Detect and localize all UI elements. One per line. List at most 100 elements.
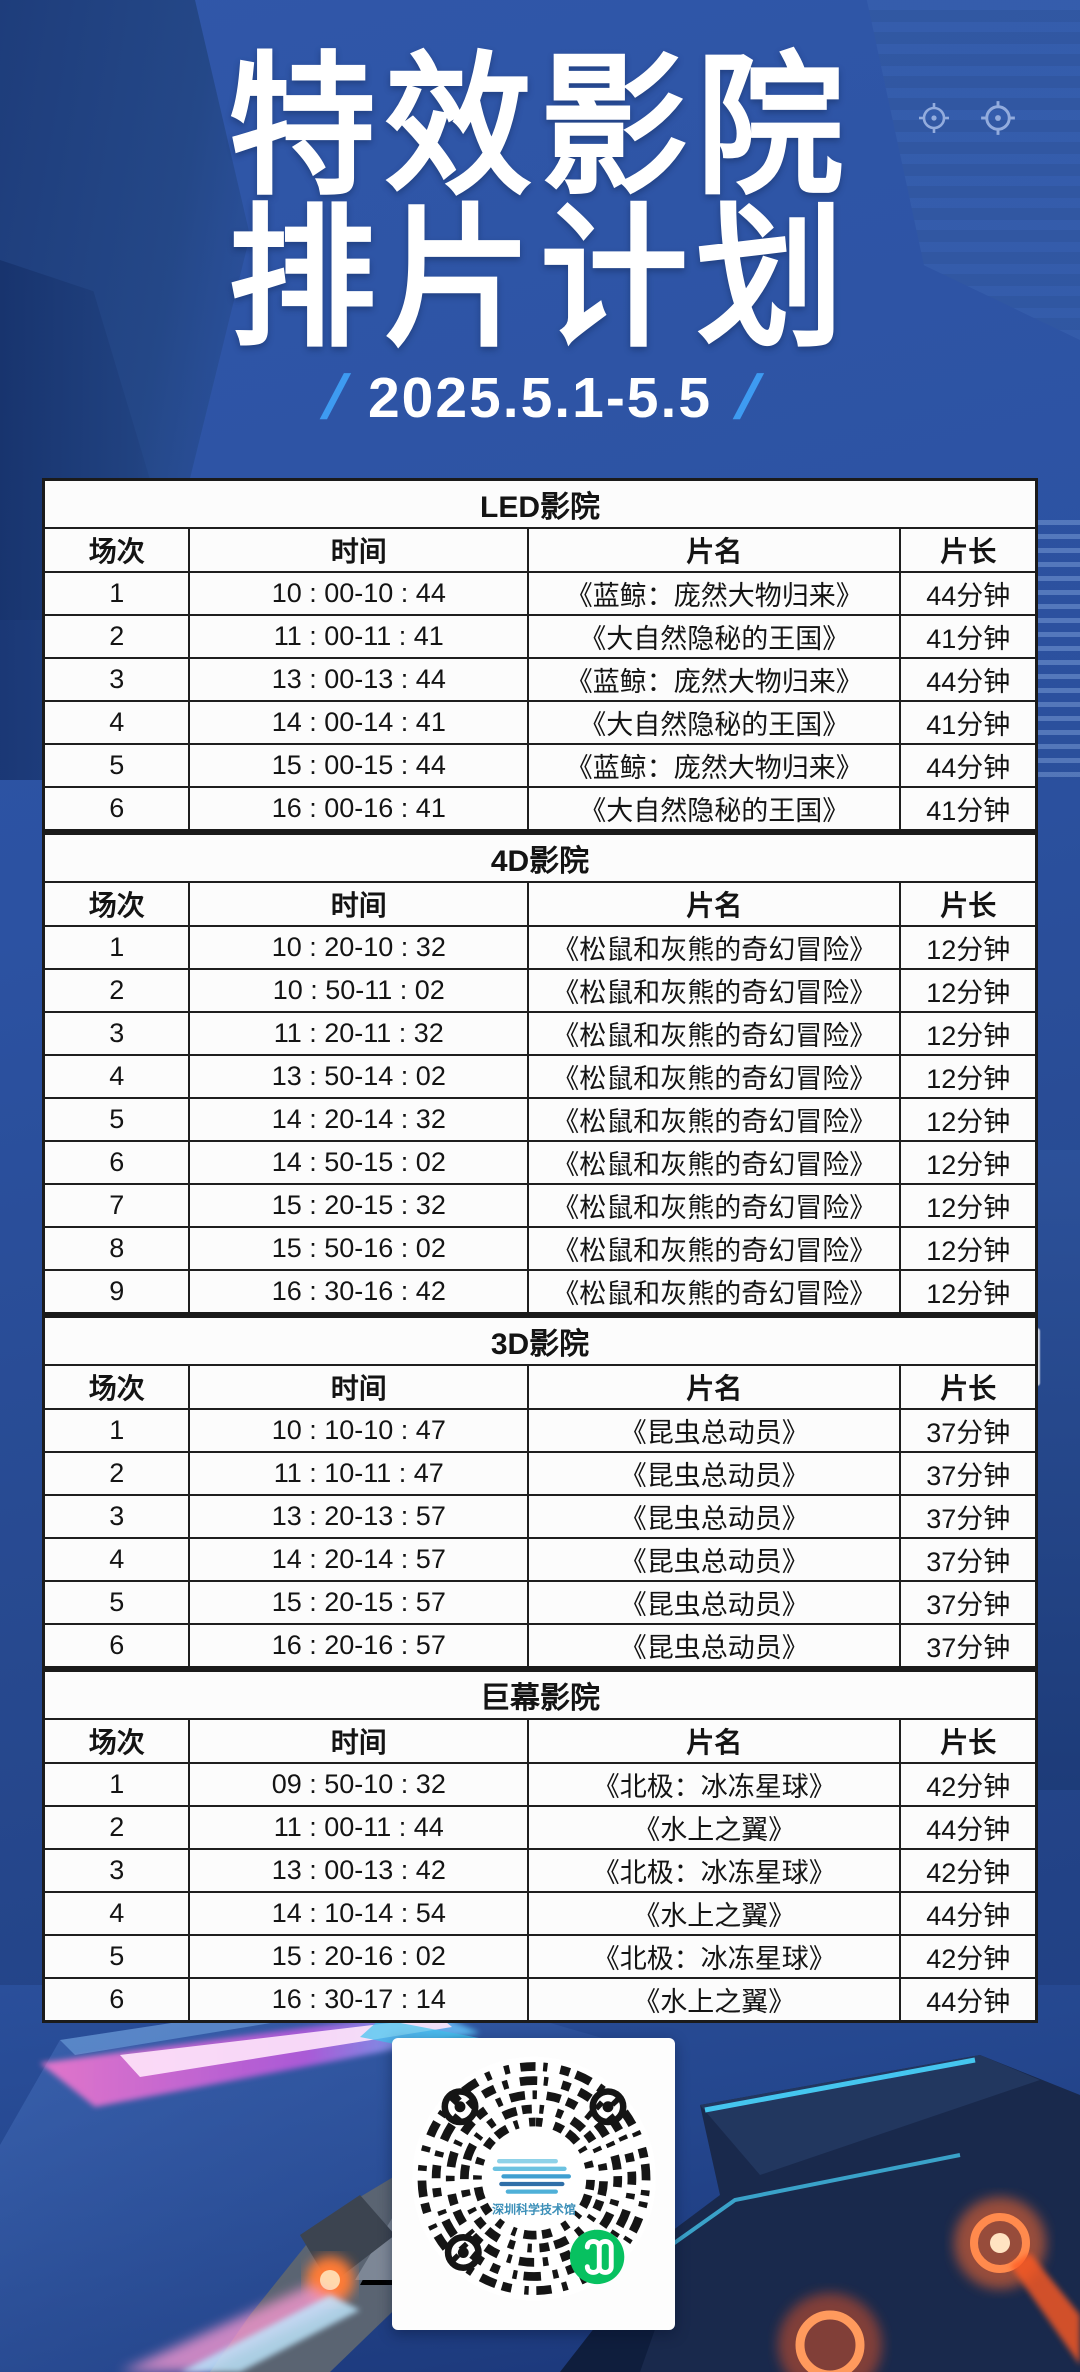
cell-session: 2: [42, 1805, 191, 1850]
cell-film-title: 《松鼠和灰熊的奇幻冒险》: [527, 1097, 902, 1142]
section-title: 巨幕影院: [42, 1669, 1038, 1720]
column-header: 时间: [188, 1364, 530, 1410]
schedule-table-3D影院: 3D影院 场次 时间 片名 片长 1 10 : 10-10 : 47 《昆虫总动员》 37分钟 2…: [42, 1315, 1038, 1669]
cell-session: 1: [42, 925, 191, 970]
cell-time: 14 : 00-14 : 41: [188, 700, 530, 745]
table-row: 2 10 : 50-11 : 02 《松鼠和灰熊的奇幻冒险》 12分钟: [42, 968, 1038, 1013]
schedule-tables: LED影院 场次 时间 片名 片长 1 10 : 00-10 : 44 《蓝鲸：庞然大物归来》…: [42, 478, 1038, 2023]
cell-time: 11 : 10-11 : 47: [188, 1451, 530, 1496]
cell-duration: 42分钟: [899, 1848, 1038, 1893]
table-row: 1 09 : 50-10 : 32 《北极：冰冻星球》 42分钟: [42, 1762, 1038, 1807]
cell-time: 16 : 20-16 : 57: [188, 1623, 530, 1669]
column-header: 片长: [899, 527, 1038, 573]
cell-session: 5: [42, 1934, 191, 1979]
cell-duration: 44分钟: [899, 1977, 1038, 2023]
cell-duration: 41分钟: [899, 700, 1038, 745]
cell-session: 4: [42, 1891, 191, 1936]
cell-time: 13 : 00-13 : 44: [188, 657, 530, 702]
cell-time: 16 : 30-17 : 14: [188, 1977, 530, 2023]
cell-duration: 44分钟: [899, 657, 1038, 702]
poster-title-line1: 特效影院: [228, 41, 852, 214]
column-header: 片名: [527, 1364, 902, 1410]
table-row: 6 16 : 00-16 : 41 《大自然隐秘的王国》 41分钟: [42, 786, 1038, 832]
cell-duration: 41分钟: [899, 786, 1038, 832]
cell-film-title: 《北极：冰冻星球》: [527, 1848, 902, 1893]
table-row: 3 13 : 00-13 : 44 《蓝鲸：庞然大物归来》 44分钟: [42, 657, 1038, 702]
cell-session: 6: [42, 1623, 191, 1669]
cell-duration: 37分钟: [899, 1494, 1038, 1539]
cell-duration: 12分钟: [899, 1226, 1038, 1271]
cell-time: 13 : 50-14 : 02: [188, 1054, 530, 1099]
column-header: 片名: [527, 1718, 902, 1764]
section-title: 4D影院: [42, 832, 1038, 883]
cell-session: 1: [42, 1762, 191, 1807]
cell-session: 8: [42, 1226, 191, 1271]
table-row: 4 14 : 20-14 : 57 《昆虫总动员》 37分钟: [42, 1537, 1038, 1582]
cell-session: 7: [42, 1183, 191, 1228]
cell-time: 11 : 00-11 : 41: [188, 614, 530, 659]
cell-time: 16 : 00-16 : 41: [188, 786, 530, 832]
table-row: 9 16 : 30-16 : 42 《松鼠和灰熊的奇幻冒险》 12分钟: [42, 1269, 1038, 1315]
cell-time: 11 : 20-11 : 32: [188, 1011, 530, 1056]
cell-film-title: 《昆虫总动员》: [527, 1494, 902, 1539]
table-row: 3 13 : 20-13 : 57 《昆虫总动员》 37分钟: [42, 1494, 1038, 1539]
cell-film-title: 《松鼠和灰熊的奇幻冒险》: [527, 1226, 902, 1271]
cell-film-title: 《松鼠和灰熊的奇幻冒险》: [527, 925, 902, 970]
mini-program-qr-code: 深圳科学技术馆: [411, 2056, 656, 2301]
cell-film-title: 《昆虫总动员》: [527, 1451, 902, 1496]
cell-duration: 44分钟: [899, 1891, 1038, 1936]
table-row: 6 16 : 20-16 : 57 《昆虫总动员》 37分钟: [42, 1623, 1038, 1669]
cell-duration: 37分钟: [899, 1580, 1038, 1625]
cell-film-title: 《蓝鲸：庞然大物归来》: [527, 743, 902, 788]
column-header: 片长: [899, 1364, 1038, 1410]
cell-film-title: 《蓝鲸：庞然大物归来》: [527, 571, 902, 616]
section-title: 3D影院: [42, 1315, 1038, 1366]
table-row: 8 15 : 50-16 : 02 《松鼠和灰熊的奇幻冒险》 12分钟: [42, 1226, 1038, 1271]
cell-duration: 12分钟: [899, 1097, 1038, 1142]
table-row: 4 13 : 50-14 : 02 《松鼠和灰熊的奇幻冒险》 12分钟: [42, 1054, 1038, 1099]
qr-eye: [441, 2088, 626, 2272]
cell-film-title: 《大自然隐秘的王国》: [527, 700, 902, 745]
cell-time: 14 : 20-14 : 32: [188, 1097, 530, 1142]
cell-duration: 37分钟: [899, 1408, 1038, 1453]
table-row: 1 10 : 00-10 : 44 《蓝鲸：庞然大物归来》 44分钟: [42, 571, 1038, 616]
cell-session: 3: [42, 657, 191, 702]
schedule-table-巨幕影院: 巨幕影院 场次 时间 片名 片长 1 09 : 50-10 : 32 《北极：冰冻星球》 42分…: [42, 1669, 1038, 2023]
cell-time: 10 : 50-11 : 02: [188, 968, 530, 1013]
table-row: 6 16 : 30-17 : 14 《水上之翼》 44分钟: [42, 1977, 1038, 2023]
table-row: 2 11 : 00-11 : 44 《水上之翼》 44分钟: [42, 1805, 1038, 1850]
cell-session: 4: [42, 1054, 191, 1099]
cell-time: 09 : 50-10 : 32: [188, 1762, 530, 1807]
schedule-table-4D影院: 4D影院 场次 时间 片名 片长 1 10 : 20-10 : 32 《松鼠和灰熊的奇幻冒险》…: [42, 832, 1038, 1315]
cell-film-title: 《大自然隐秘的王国》: [527, 786, 902, 832]
table-row: 2 11 : 00-11 : 41 《大自然隐秘的王国》 41分钟: [42, 614, 1038, 659]
cell-duration: 12分钟: [899, 1269, 1038, 1315]
cell-duration: 44分钟: [899, 1805, 1038, 1850]
cell-duration: 37分钟: [899, 1623, 1038, 1669]
cell-session: 6: [42, 786, 191, 832]
cell-session: 9: [42, 1269, 191, 1315]
cell-session: 4: [42, 700, 191, 745]
table-row: 4 14 : 10-14 : 54 《水上之翼》 44分钟: [42, 1891, 1038, 1936]
cell-time: 15 : 20-15 : 32: [188, 1183, 530, 1228]
cell-session: 3: [42, 1494, 191, 1539]
cell-session: 2: [42, 1451, 191, 1496]
table-row: 7 15 : 20-15 : 32 《松鼠和灰熊的奇幻冒险》 12分钟: [42, 1183, 1038, 1228]
cell-duration: 12分钟: [899, 1054, 1038, 1099]
table-row: 6 14 : 50-15 : 02 《松鼠和灰熊的奇幻冒险》 12分钟: [42, 1140, 1038, 1185]
cell-film-title: 《昆虫总动员》: [527, 1623, 902, 1669]
cell-duration: 37分钟: [899, 1451, 1038, 1496]
table-row: 1 10 : 10-10 : 47 《昆虫总动员》 37分钟: [42, 1408, 1038, 1453]
cell-film-title: 《大自然隐秘的王国》: [527, 614, 902, 659]
cell-duration: 37分钟: [899, 1537, 1038, 1582]
cell-film-title: 《北极：冰冻星球》: [527, 1934, 902, 1979]
cell-film-title: 《松鼠和灰熊的奇幻冒险》: [527, 968, 902, 1013]
cell-duration: 42分钟: [899, 1934, 1038, 1979]
date-banner: / 2025.5.1-5.5 /: [0, 362, 1080, 433]
table-row: 5 15 : 20-16 : 02 《北极：冰冻星球》 42分钟: [42, 1934, 1038, 1979]
cell-session: 5: [42, 1580, 191, 1625]
table-row: 1 10 : 20-10 : 32 《松鼠和灰熊的奇幻冒险》 12分钟: [42, 925, 1038, 970]
crosshair-icon: [981, 101, 1015, 135]
cell-session: 6: [42, 1140, 191, 1185]
